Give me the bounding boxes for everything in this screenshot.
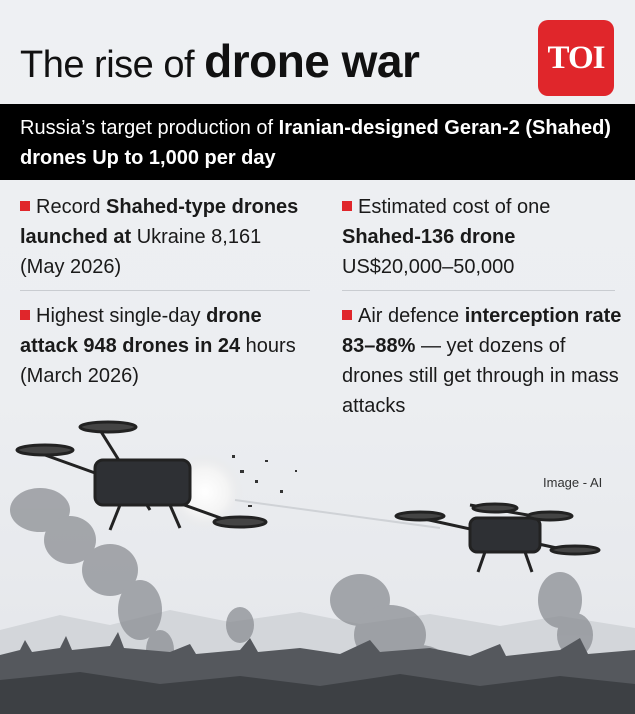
stat-interception: Air defence interception rate 83–88% — y… — [342, 301, 622, 421]
title-light: The rise of — [20, 44, 195, 86]
stat-bold: interception rate 83–88% — [342, 305, 622, 357]
stat-bold: drone attack 948 drones in 24 — [20, 305, 262, 357]
divider — [342, 290, 615, 291]
stat-post: hours (March 2026) — [20, 335, 296, 387]
red-square-icon — [20, 201, 30, 211]
stat-record-launches: Record Shahed-type drones launched at Uk… — [20, 192, 310, 282]
stat-single-day: Highest single-day drone attack 948 dron… — [20, 301, 320, 391]
red-square-icon — [342, 201, 352, 211]
stat-post: — yet dozens of drones still get through… — [342, 335, 619, 417]
stat-pre: Estimated cost of one — [358, 196, 551, 218]
stat-bold: Shahed-type drones launched at — [20, 196, 299, 248]
red-square-icon — [342, 310, 352, 320]
stat-bold: Shahed-136 drone — [342, 226, 516, 248]
stat-pre: Highest single-day — [36, 305, 207, 327]
stat-post: US$20,000–50,000 — [342, 256, 515, 278]
toi-logo: TOI — [538, 20, 614, 96]
divider — [20, 290, 310, 291]
stat-cost: Estimated cost of one Shahed-136 drone U… — [342, 192, 622, 282]
banner-prefix: Russia’s target production of — [20, 117, 279, 139]
banner-bold: Iranian-designed Geran-2 (Shahed) drones… — [20, 117, 611, 169]
page-title: The rise of drone war — [20, 34, 420, 88]
image-credit: Image - AI — [543, 475, 603, 490]
production-banner: Russia’s target production of Iranian-de… — [0, 104, 635, 180]
drone-icon — [15, 420, 268, 531]
stat-pre: Record — [36, 196, 107, 218]
stat-pre: Air defence — [358, 305, 465, 327]
red-square-icon — [20, 310, 30, 320]
drone-icon — [394, 502, 601, 573]
stat-post: Ukraine 8,161 (May 2026) — [20, 226, 262, 278]
drone-battle-illustration — [0, 420, 635, 714]
title-heavy: drone war — [204, 35, 420, 87]
